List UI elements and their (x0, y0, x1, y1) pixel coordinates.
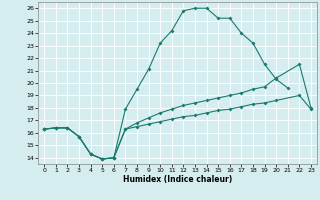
X-axis label: Humidex (Indice chaleur): Humidex (Indice chaleur) (123, 175, 232, 184)
